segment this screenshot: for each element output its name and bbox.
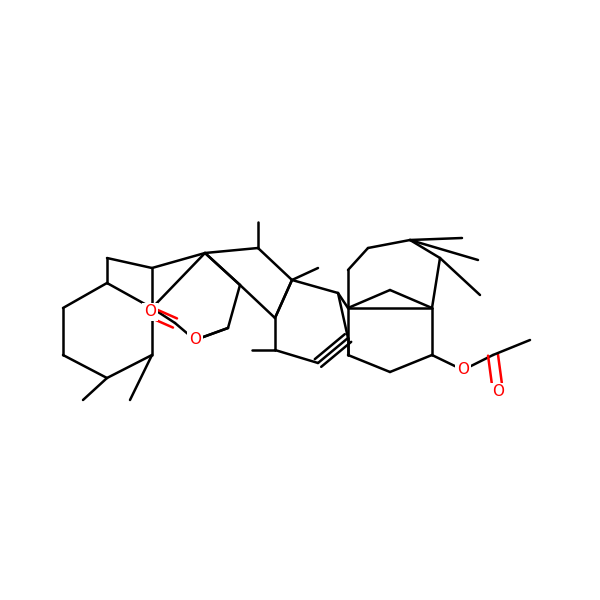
- Text: O: O: [144, 304, 156, 319]
- Text: O: O: [492, 385, 504, 400]
- Text: O: O: [457, 362, 469, 377]
- Text: O: O: [189, 332, 201, 347]
